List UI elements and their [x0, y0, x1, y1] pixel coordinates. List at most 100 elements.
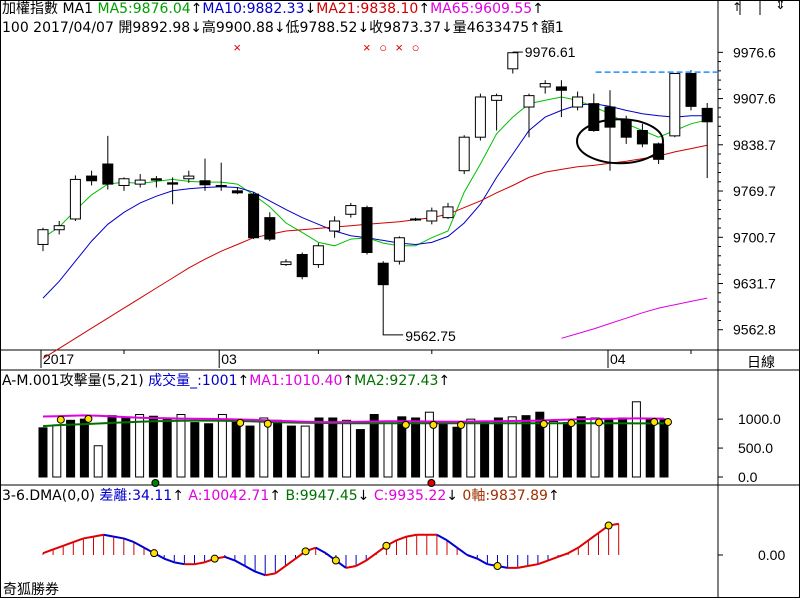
- dma-ytick-label: 0.00: [758, 547, 785, 563]
- vol-bar-hollow: [52, 424, 62, 478]
- dma-diff-arrow: ↑: [172, 488, 184, 504]
- dma-line-seg: [284, 557, 297, 567]
- vol-bar-hollow: [383, 420, 393, 478]
- dma-line-seg: [567, 546, 579, 555]
- vol-bar-filled: [369, 414, 379, 478]
- vol-bar-filled: [148, 415, 158, 478]
- volume-ma2-arrow: ↑: [438, 373, 451, 389]
- ma-line-ma10: [42, 103, 708, 299]
- dma-line-seg: [436, 533, 448, 542]
- vol-signal-dot: [595, 418, 603, 427]
- vol-bar-hollow: [342, 419, 352, 478]
- candle-up: [53, 225, 65, 231]
- vol-bar-filled: [438, 423, 448, 478]
- vol-bar-filled: [535, 411, 545, 478]
- candle-down: [620, 119, 632, 138]
- dma-c: C:9935.22: [373, 488, 447, 504]
- vol-signal-dot: [567, 419, 576, 428]
- vol-bar-filled: [286, 425, 296, 478]
- dma-line-seg: [52, 544, 64, 551]
- ma5-arrow: ↑: [190, 1, 203, 17]
- vol-bar-filled: [328, 417, 338, 478]
- vol-green-dot: [151, 479, 160, 487]
- volume-arrow: ↑: [237, 373, 250, 389]
- dma-line-seg: [93, 533, 104, 538]
- dma-b: B:9947.45: [285, 488, 358, 504]
- vol-signal-dot: [457, 421, 465, 430]
- vol-bar-hollow: [217, 414, 227, 478]
- ma10-label: MA10:9882.33: [202, 1, 305, 17]
- dma-header: 3-6.DMA(0,0) 差離:34.11↑ A:10042.71↑ B:994…: [2, 488, 560, 505]
- dma-signal-dot: [150, 549, 159, 558]
- period-button[interactable]: 日線: [747, 355, 775, 371]
- scroll-up-icon[interactable]: ↑: [732, 0, 743, 14]
- vol-bar-filled: [659, 418, 669, 478]
- candle-down: [588, 103, 600, 131]
- vol-bar-filled: [38, 427, 48, 478]
- candle-up: [37, 229, 49, 245]
- ma65-label: MA65:9609.55: [430, 1, 533, 17]
- dma-a-arrow: ↑: [269, 488, 281, 504]
- vol-bar-hollow: [507, 416, 517, 478]
- volume-ma1: MA1:1010.40: [249, 373, 343, 389]
- expand-icon[interactable]: ⇕: [775, 0, 786, 13]
- candle-down: [636, 129, 648, 145]
- candle-up: [69, 178, 81, 220]
- candle-up: [572, 96, 584, 108]
- dma-axis: 0軸:9837.89: [462, 488, 548, 504]
- candle-up: [280, 261, 292, 266]
- candle-down: [264, 217, 276, 240]
- vol-signal-dot: [401, 420, 410, 429]
- candle-up: [329, 220, 341, 232]
- candle-up: [118, 178, 130, 186]
- candle-up: [523, 95, 535, 108]
- candle-down: [248, 193, 260, 239]
- dma-a: A:10042.71: [188, 488, 270, 504]
- main-header-row2: 100 2017/04/07 開9892.98↓高9900.88↓低9788.5…: [2, 20, 564, 36]
- vol-signal-dot: [56, 415, 65, 424]
- vol-bar-filled: [314, 417, 324, 478]
- app-name: 奇狐勝券: [3, 582, 59, 598]
- dma-signal-dot: [301, 547, 310, 556]
- vol-bar-hollow: [135, 414, 145, 478]
- dma-line-seg: [476, 557, 488, 566]
- ma21-arrow: ↑: [418, 1, 431, 17]
- candle-up: [426, 210, 438, 222]
- vol-ytick-label: 1000.0: [738, 411, 781, 427]
- signal-x-marker: ×: [395, 40, 403, 55]
- low-label: 9562.75: [405, 328, 456, 344]
- vol-ma2-line: [42, 419, 664, 428]
- vol-bar-filled: [604, 418, 614, 478]
- vol-bar-filled: [273, 419, 283, 478]
- xaxis-label: 03: [221, 351, 237, 367]
- vol-signal-dot: [539, 420, 548, 429]
- dma-c-arrow: ↓: [446, 488, 458, 504]
- vol-bar-hollow: [549, 420, 559, 478]
- dma-line-seg: [466, 554, 478, 560]
- dma-signal-dot: [493, 562, 502, 571]
- vol-bar-filled: [521, 415, 531, 478]
- candle-up: [393, 237, 405, 262]
- dma-line-seg: [174, 561, 185, 566]
- dma-line-seg: [224, 555, 236, 562]
- vol-bar-filled: [397, 416, 407, 478]
- volume-ma1-arrow: ↑: [342, 373, 355, 389]
- candle-down: [296, 254, 308, 278]
- dma-line-seg: [254, 570, 266, 577]
- vol-red-dot: [427, 479, 436, 487]
- dma-line-seg: [194, 561, 205, 566]
- period-label: MA1: [62, 1, 94, 17]
- dma-axis-arrow: ↑: [547, 488, 560, 504]
- dma-line-seg: [547, 555, 559, 562]
- main-ytick-label: 9838.7: [733, 137, 776, 153]
- dma-signal-dot: [331, 556, 340, 565]
- vol-bar-filled: [562, 422, 572, 478]
- dma-signal-dot: [382, 541, 391, 550]
- ma5-label: MA5:9876.04: [97, 1, 191, 17]
- volume-value: 成交量_:1001: [148, 373, 238, 389]
- dma-line-seg: [537, 559, 549, 566]
- volume-ma2: MA2:927.43: [354, 373, 439, 389]
- candle-down: [701, 107, 713, 123]
- candle-up: [345, 205, 357, 215]
